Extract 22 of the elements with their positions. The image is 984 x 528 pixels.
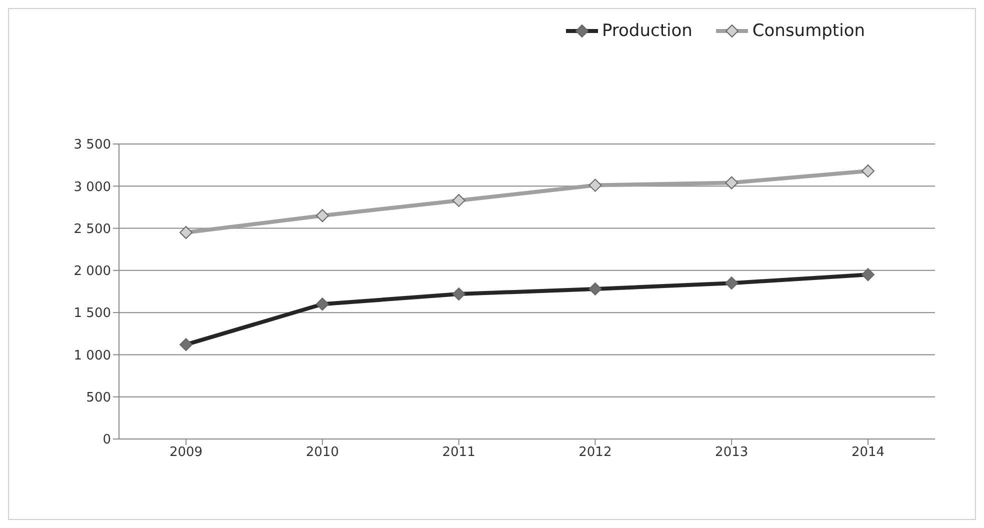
x-tick-label: 2010 — [306, 445, 339, 460]
y-tick-label: 0 — [102, 432, 111, 448]
point — [862, 164, 874, 178]
y-tick-label: 2 000 — [74, 264, 111, 280]
y-tick-label: 3 500 — [74, 138, 111, 153]
point — [588, 178, 602, 192]
legend-label: Production — [600, 21, 692, 41]
y-tick-label: 500 — [86, 390, 111, 406]
y-tick-label: 2 500 — [74, 222, 111, 237]
legend-label: Consumption — [751, 21, 865, 41]
x-tick-label: 2013 — [715, 445, 748, 460]
x-tick-label: 2014 — [851, 445, 885, 460]
point — [725, 176, 738, 190]
point — [452, 194, 466, 207]
y-tick-label: 3 000 — [74, 180, 111, 195]
y-tick-label: 1 000 — [74, 348, 111, 364]
point — [316, 209, 329, 222]
y-tick-label: 1 500 — [74, 306, 111, 322]
x-tick-label: 2012 — [578, 445, 612, 460]
point — [180, 226, 192, 239]
x-tick-label: 2011 — [442, 445, 476, 460]
x-tick-label: 2009 — [169, 445, 203, 460]
